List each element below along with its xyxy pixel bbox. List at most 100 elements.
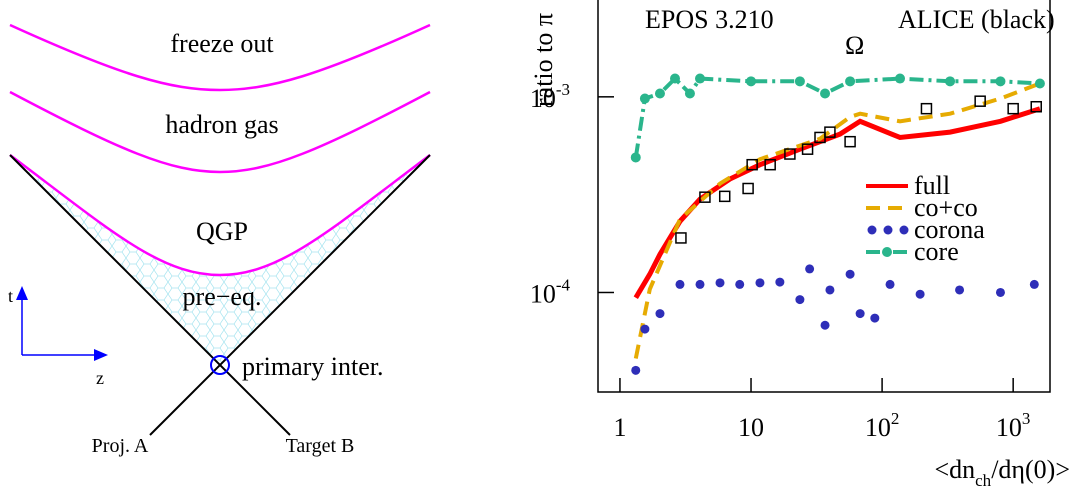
interaction-point [210, 355, 230, 375]
series-dot [654, 88, 665, 99]
axis-letter: t [8, 286, 13, 306]
tick-base: 10 [996, 413, 1022, 442]
series-dot [915, 289, 925, 299]
freeze-out-curve [9, 23, 431, 92]
series-dot [735, 279, 745, 289]
diagram-label: pre−eq. [183, 282, 262, 311]
series-dot [695, 279, 705, 289]
series-dot [820, 88, 831, 99]
axis-letter: z [96, 368, 104, 388]
series-dot [895, 73, 906, 84]
series-dot [1029, 279, 1039, 289]
series-dot [845, 76, 856, 87]
tick-label: 10 [738, 413, 764, 442]
series-dot [675, 279, 685, 289]
series-dot [640, 324, 650, 334]
diagram-label: primary inter. [242, 352, 384, 381]
diagram-label: freeze out [170, 29, 274, 58]
tick-base: 10 [530, 84, 556, 113]
series-dot [945, 76, 956, 87]
series-dot [794, 76, 805, 87]
tick-base: 10 [530, 279, 556, 308]
series-dot [855, 309, 865, 319]
legend-swatch [867, 225, 877, 235]
legend-label: co+co [914, 193, 978, 222]
qgp-curve [9, 154, 431, 277]
series-dot [820, 320, 830, 330]
data-point [1030, 100, 1042, 113]
series-dot [805, 264, 815, 274]
tick-exponent: 3 [1022, 409, 1031, 428]
series-dot [775, 277, 785, 287]
projectile-line [9, 154, 291, 436]
t-arrow [16, 286, 28, 300]
series-dot [684, 88, 695, 99]
x-label-part: <dn [934, 455, 975, 484]
z-arrow [94, 349, 108, 361]
pre-eq-region [10, 155, 430, 365]
data-point [784, 148, 796, 160]
data-point [824, 126, 836, 138]
series-dot [995, 76, 1006, 87]
series-dot [845, 269, 855, 279]
data-point [920, 102, 933, 115]
series-dot [1034, 78, 1045, 89]
annotation: ALICE (black) [898, 5, 1055, 34]
legend-swatch [882, 247, 892, 257]
legend-label: full [914, 171, 950, 200]
tick-label: 1 [613, 413, 626, 442]
series-dot [715, 278, 725, 288]
chart: EPOS 3.210 ALICE (black) Ω ratio to π <d… [529, 0, 1070, 490]
series-dot [746, 76, 757, 87]
series-dot [995, 287, 1005, 297]
series-dot [639, 93, 650, 104]
data-point [844, 135, 856, 148]
hadron-curve [9, 90, 431, 174]
data-point [675, 232, 687, 244]
tick-label: 103 [996, 409, 1031, 442]
series-line [633, 75, 1041, 158]
spacetime-diagram: freeze out hadron gas QGP pre−eq. primar… [8, 23, 431, 457]
plot-area [630, 73, 1045, 375]
legend-swatch [899, 225, 909, 235]
legend-label: corona [914, 215, 985, 244]
annotation: Ω [845, 31, 864, 60]
data-point [699, 191, 711, 203]
diagram-label: hadron gas [165, 110, 278, 139]
data-point [742, 182, 754, 195]
tick-label: 10-3 [530, 80, 570, 113]
diagram-label: Proj. A [92, 435, 149, 457]
series-dot [825, 285, 835, 295]
tick-exponent: 2 [891, 409, 900, 428]
data-point [746, 158, 758, 171]
data-point [764, 158, 776, 171]
series-dot [694, 73, 705, 84]
y-axis-label: ratio to π [529, 13, 558, 107]
data-point [1007, 102, 1019, 115]
legend-swatch [883, 225, 893, 235]
x-label-part: /dη(0)> [991, 455, 1070, 484]
annotation: EPOS 3.210 [645, 5, 774, 34]
series-dot [669, 73, 680, 84]
tick-exponent: -4 [556, 275, 571, 294]
series-dot [755, 278, 765, 288]
data-point [801, 143, 814, 155]
series-dot [955, 285, 965, 295]
series-dot [795, 295, 805, 305]
series-dot [885, 279, 895, 289]
diagram-label: Target B [286, 435, 355, 457]
series-dot [631, 365, 641, 375]
tick-label: 102 [865, 409, 900, 442]
series-dot [630, 152, 641, 163]
series-dot [870, 313, 880, 323]
tick-label: 10-4 [530, 275, 571, 308]
tick-base: 10 [865, 413, 891, 442]
plot-frame [597, 0, 1051, 393]
data-point [718, 190, 731, 203]
x-label-sub: ch [975, 471, 992, 490]
series-line [633, 106, 1041, 299]
series-line [633, 81, 1041, 359]
data-point [974, 95, 986, 107]
x-axis-label: <dnch/dη(0)> [934, 455, 1070, 490]
